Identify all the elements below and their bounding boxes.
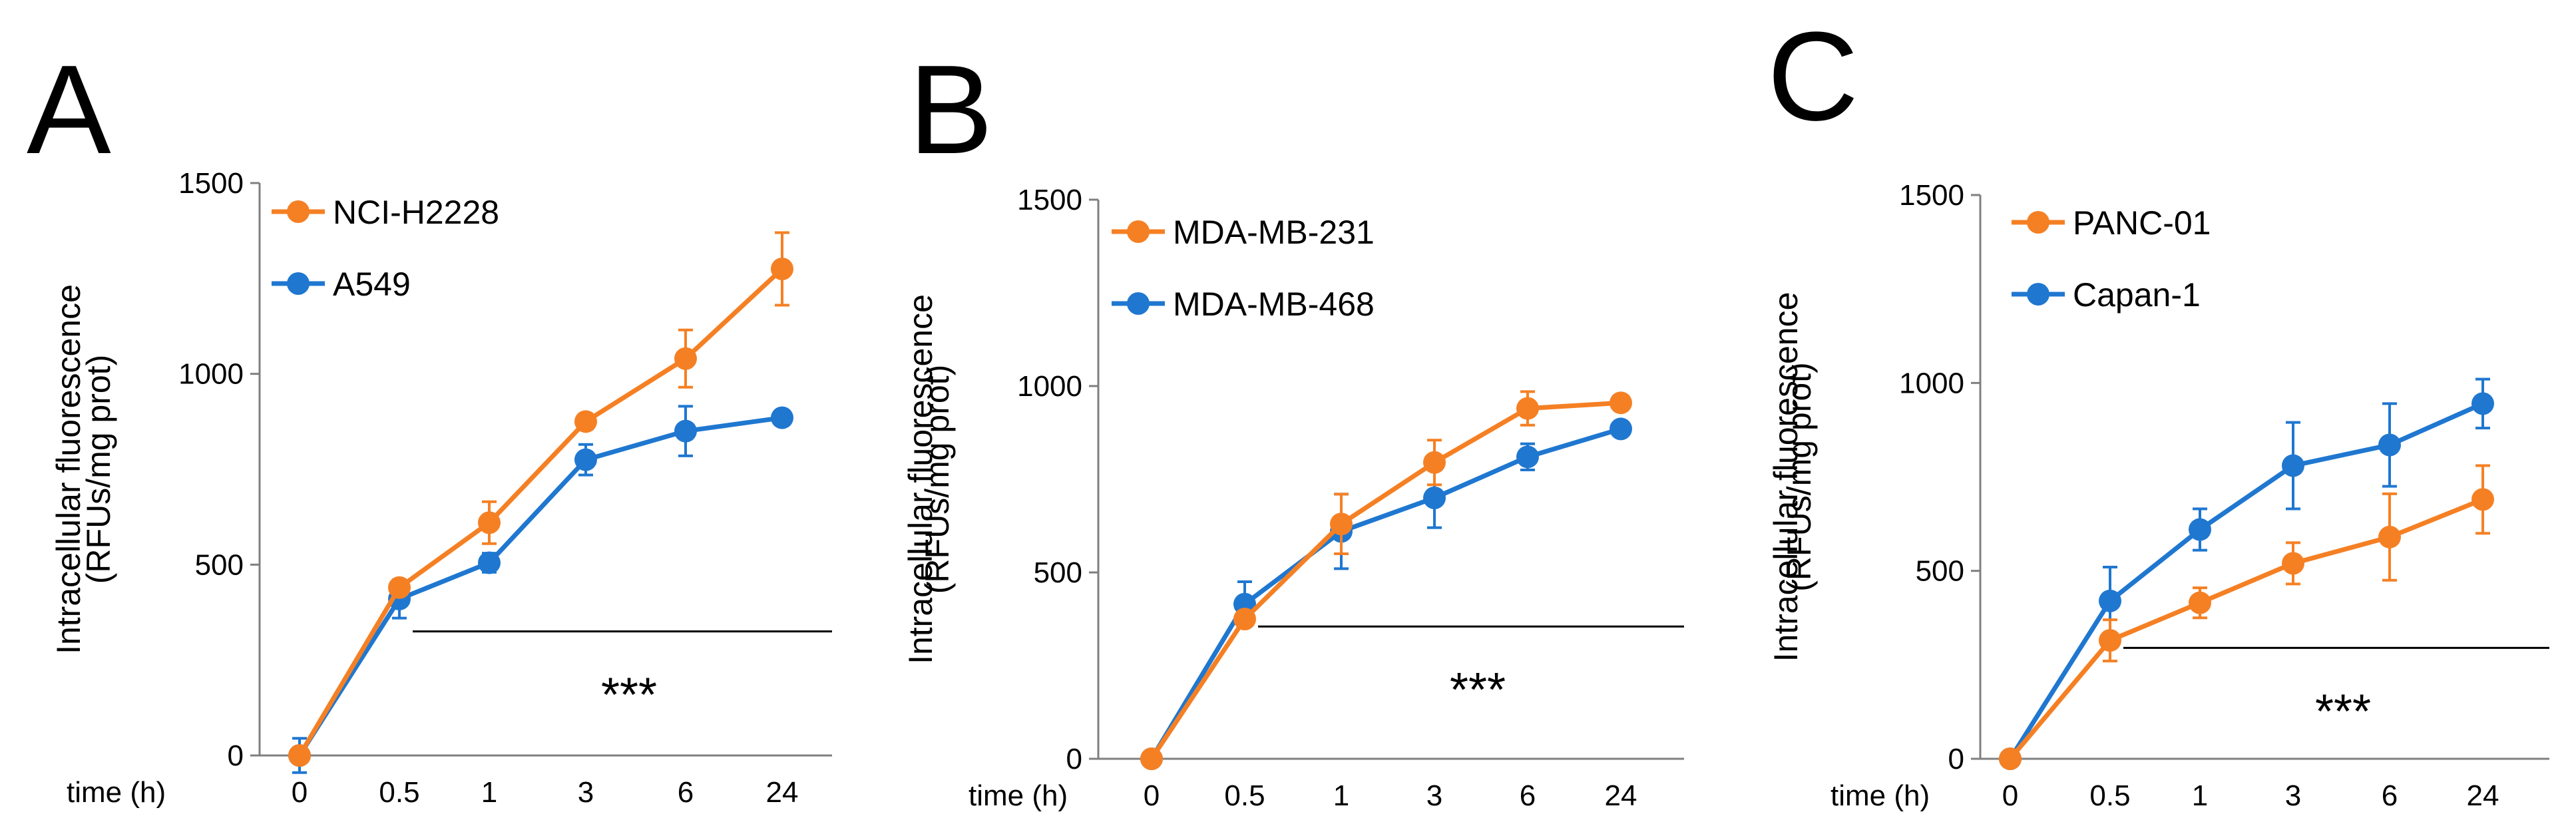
data-point	[2282, 552, 2304, 575]
data-point	[2189, 591, 2211, 614]
x-tick-label: 3	[2285, 779, 2301, 812]
legend-marker	[2027, 283, 2049, 306]
x-tick-label: 24	[766, 776, 799, 809]
legend-label: Capan-1	[2073, 276, 2201, 314]
data-point	[1516, 397, 1539, 420]
data-point	[771, 406, 793, 429]
x-tick-label: 6	[2382, 779, 2398, 812]
panel-letter: B	[909, 39, 993, 180]
data-point	[2099, 589, 2121, 612]
x-tick-label: 0.5	[2089, 779, 2130, 812]
x-tick-label: 24	[2467, 779, 2499, 812]
data-point	[1330, 513, 1353, 536]
legend-label: A549	[333, 266, 411, 303]
y-tick-label: 1500	[1899, 179, 1964, 212]
x-tick-label: 3	[578, 776, 594, 809]
series-line	[2008, 497, 2484, 761]
significance-stars: ***	[1450, 664, 1506, 717]
data-point	[288, 744, 311, 767]
series-line	[2008, 401, 2484, 760]
legend-label: MDA-MB-231	[1173, 214, 1375, 251]
y-axis-label: Intracellular fluorescence	[1767, 292, 1805, 662]
significance-stars: ***	[601, 669, 657, 722]
panel-letter: C	[1767, 6, 1858, 147]
legend-marker	[1127, 292, 1150, 315]
y-tick-label: 0	[228, 739, 244, 772]
y-tick-label: 1500	[1017, 184, 1082, 216]
data-point	[2378, 433, 2401, 457]
x-tick-label: 0.5	[379, 776, 419, 809]
series-line	[1150, 400, 1621, 760]
y-tick-label: 500	[1916, 555, 1964, 588]
data-point	[2282, 454, 2304, 477]
panel-b: B 0 500 1000 1500 0 0.5 1 3 6 24 time (h) Intracellu…	[902, 39, 1684, 812]
y-tick-label: 1000	[1899, 367, 1964, 399]
x-tick-label: 0.5	[1224, 779, 1265, 812]
x-tick-label: 6	[1520, 779, 1536, 812]
x-tick-label: 1	[481, 776, 497, 809]
legend-label: NCI-H2228	[333, 194, 499, 231]
data-point	[478, 551, 501, 574]
data-point	[1999, 747, 2022, 770]
data-point	[2189, 518, 2211, 541]
data-point	[1140, 747, 1163, 770]
x-tick-label: 0	[292, 776, 308, 809]
data-point	[1610, 391, 1632, 415]
data-point	[2471, 488, 2494, 511]
data-point	[1516, 445, 1539, 469]
series-line	[1150, 427, 1622, 760]
y-axis-label: Intracellular fluorescence	[902, 294, 939, 664]
data-point	[574, 410, 597, 433]
legend-marker	[287, 200, 310, 223]
x-axis-label: time (h)	[67, 776, 166, 809]
y-tick-label: 1000	[1017, 370, 1082, 403]
x-tick-label: 6	[678, 776, 694, 809]
y-tick-label: 1500	[178, 167, 244, 200]
y-tick-label: 500	[195, 548, 244, 581]
legend-marker	[2027, 211, 2049, 234]
x-tick-label: 1	[1333, 779, 1349, 812]
y-axis-label-units: (RFUs/mg prot)	[919, 365, 956, 594]
data-point	[2378, 525, 2401, 548]
data-point	[478, 511, 501, 534]
data-point	[574, 448, 597, 471]
panel-a: A 0 500 1000 1500 0 0.5 1 3 6 24 time (h) Intracellu…	[27, 39, 832, 809]
x-tick-label: 0	[1144, 779, 1160, 812]
x-tick-label: 24	[1605, 779, 1637, 812]
data-point	[1423, 487, 1446, 509]
data-point	[674, 419, 697, 443]
data-point	[1610, 417, 1632, 441]
data-point	[2099, 629, 2121, 652]
data-point	[1233, 608, 1256, 630]
y-axis-label-units: (RFUs/mg prot)	[80, 355, 117, 584]
series-line	[298, 415, 783, 757]
data-point	[2471, 392, 2494, 415]
data-point	[1423, 451, 1446, 474]
y-tick-label: 1000	[178, 358, 244, 391]
x-tick-label: 1	[2192, 779, 2208, 812]
y-axis-label: Intracellular fluorescence	[50, 284, 87, 654]
y-tick-label: 0	[1948, 743, 1964, 775]
x-tick-label: 3	[1426, 779, 1442, 812]
legend-label: MDA-MB-468	[1173, 286, 1375, 323]
legend-label: PANC-01	[2073, 204, 2211, 242]
significance-stars: ***	[2315, 685, 2371, 738]
y-tick-label: 500	[1034, 556, 1082, 589]
y-tick-label: 0	[1066, 743, 1082, 775]
series-line	[297, 267, 784, 757]
data-point	[388, 576, 411, 599]
legend-marker	[287, 272, 310, 295]
y-axis-label-units: (RFUs/mg prot)	[1781, 362, 1818, 591]
x-axis-label: time (h)	[968, 779, 1068, 812]
panel-letter: A	[27, 39, 111, 180]
data-point	[771, 258, 793, 280]
legend-marker	[1127, 220, 1150, 243]
x-axis-label: time (h)	[1830, 779, 1930, 812]
x-tick-label: 0	[2002, 779, 2018, 812]
panel-c: C 0 500 1000 1500 0 0.5 1 3 6 24 time (h) Intracellu…	[1767, 6, 2549, 812]
data-point	[674, 347, 697, 370]
